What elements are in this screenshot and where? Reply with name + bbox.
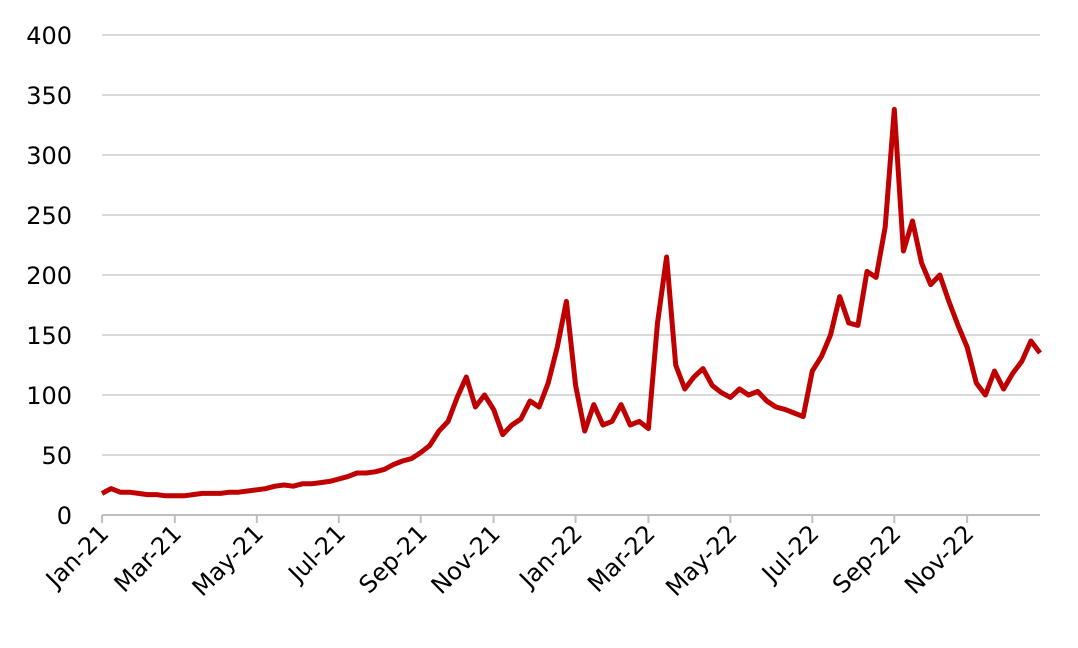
x-tick-label: Jan-22	[513, 519, 588, 594]
y-tick-label: 200	[26, 262, 72, 290]
y-tick-label: 150	[26, 322, 72, 350]
y-tick-label: 50	[41, 442, 72, 470]
data-line	[100, 106, 1042, 499]
x-tick-label: May-22	[660, 519, 742, 601]
x-tick-label: Mar-21	[109, 519, 187, 597]
y-tick-label: 350	[26, 82, 72, 110]
x-tick-label: Nov-22	[899, 519, 979, 599]
y-tick-label: 300	[26, 142, 72, 170]
x-tick-label: Nov-21	[426, 519, 506, 599]
y-tick-label: 100	[26, 382, 72, 410]
x-tick-label: Mar-22	[582, 519, 660, 597]
y-tick-label: 250	[26, 202, 72, 230]
y-tick-label: 400	[26, 22, 72, 50]
x-tick-label: Sep-21	[353, 519, 433, 599]
x-tick-label: May-21	[187, 519, 269, 601]
x-tick-label: Jul-22	[755, 519, 824, 588]
y-tick-label: 0	[57, 502, 72, 530]
x-tick-label: Jul-21	[282, 519, 351, 588]
x-tick-label: Jan-21	[39, 519, 114, 594]
x-tick-label: Sep-22	[827, 519, 907, 599]
